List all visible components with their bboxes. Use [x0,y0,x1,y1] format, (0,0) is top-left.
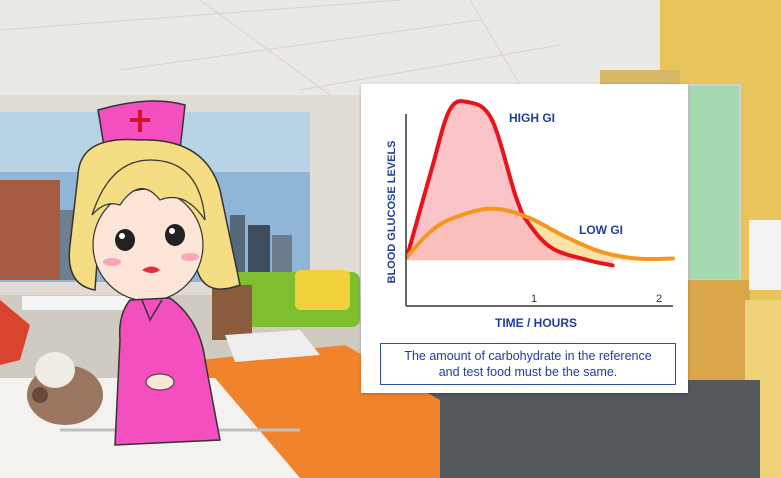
high-gi-label: HIGH GI [509,111,555,125]
red-pillow [0,300,30,365]
glycemic-index-chart-card: BLOOD GLUCOSE LEVELS TIME / HOURS 1 2 HI… [361,84,688,393]
right-eye [165,224,185,246]
caption-line-1: The amount of carbohydrate in the refere… [404,349,652,363]
nurse-face [92,188,204,302]
x-tick-2: 2 [656,293,662,305]
series-line-high-gi [405,99,615,268]
nurse-dress [114,297,221,446]
left-eye [115,229,135,251]
low-gi-label: LOW GI [579,223,623,237]
side-table [22,296,132,310]
overbed-table [225,330,320,362]
red-cross-icon [130,110,150,132]
nurse-cartoon [68,100,241,446]
x-axis-label: TIME / HOURS [495,316,577,330]
series-line-low-gi [405,206,675,262]
glycemic-index-chart: BLOOD GLUCOSE LEVELS TIME / HOURS 1 2 HI… [386,99,675,330]
x-tick-1: 1 [531,293,537,305]
whiteboard [687,84,741,281]
wall-sign [749,220,781,290]
teddy-bear [27,352,103,425]
city-buildings [0,180,60,280]
caption-box: The amount of carbohydrate in the refere… [380,343,676,385]
y-axis-label: BLOOD GLUCOSE LEVELS [386,140,398,283]
caption-line-2: and test food must be the same. [438,365,618,379]
nurse-mouth [142,266,160,273]
